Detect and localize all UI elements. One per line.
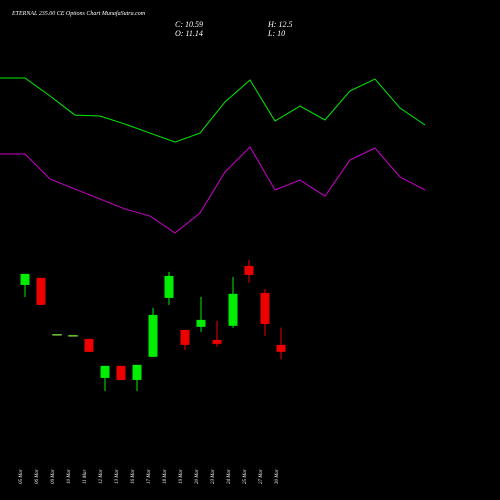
x-tick-label: 09 Mar xyxy=(51,469,56,484)
candle-body xyxy=(100,365,110,378)
x-tick-label: 16 Mar xyxy=(131,469,136,484)
x-tick-label: 25 Mar xyxy=(243,469,248,484)
ohlc-value: 11.14 xyxy=(185,29,202,38)
ohlc-value: 12.5 xyxy=(278,20,292,29)
x-tick-label: 12 Mar xyxy=(99,469,104,484)
candle-body xyxy=(36,277,46,305)
x-tick-label: 20 Mar xyxy=(195,469,200,484)
indicator-line xyxy=(0,146,426,234)
x-tick-label: 10 Mar xyxy=(67,469,72,484)
ohlc-value: 10.59 xyxy=(185,20,203,29)
x-tick-label: 27 Mar xyxy=(259,469,264,484)
x-tick-label: 06 Mar xyxy=(35,469,40,484)
candle-body xyxy=(276,344,286,352)
chart-title: ETERNAL 235.00 CE Options Chart MunafaSu… xyxy=(11,10,146,17)
ohlc-value: 10 xyxy=(277,29,285,38)
candle-body xyxy=(84,338,94,352)
ohlc-readout: O: 11.14 xyxy=(175,29,203,38)
x-tick-label: 13 Mar xyxy=(115,469,120,484)
ohlc-readout: L: 10 xyxy=(267,29,285,38)
x-tick-label: 19 Mar xyxy=(179,469,184,484)
candle-body xyxy=(244,265,254,275)
indicator-line xyxy=(0,77,426,143)
ohlc-label: C: xyxy=(175,20,183,29)
candle-body xyxy=(180,329,190,345)
ohlc-label: L: xyxy=(267,29,275,38)
candle-body xyxy=(20,273,30,285)
candle-body xyxy=(132,364,142,380)
x-tick-label: 17 Mar xyxy=(147,469,152,484)
candle-body xyxy=(52,334,62,336)
candle-body xyxy=(212,339,222,344)
candle-body xyxy=(116,365,126,380)
candle-body xyxy=(148,314,158,357)
x-tick-label: 05 Mar xyxy=(19,469,24,484)
candle-body xyxy=(260,292,270,324)
candle-body xyxy=(228,293,238,326)
candle-body xyxy=(196,319,206,327)
ohlc-readout: C: 10.59 xyxy=(175,20,203,29)
x-tick-label: 24 Mar xyxy=(227,469,232,484)
x-tick-label: 18 Mar xyxy=(163,469,168,484)
ohlc-label: H: xyxy=(267,20,277,29)
x-tick-label: 23 Mar xyxy=(211,469,216,484)
x-tick-label: 30 Mar xyxy=(275,469,280,484)
x-tick-label: 11 Mar xyxy=(83,469,88,484)
candle-body xyxy=(164,275,174,298)
ohlc-readout: H: 12.5 xyxy=(267,20,292,29)
candle-body xyxy=(68,335,78,337)
ohlc-label: O: xyxy=(175,29,184,38)
